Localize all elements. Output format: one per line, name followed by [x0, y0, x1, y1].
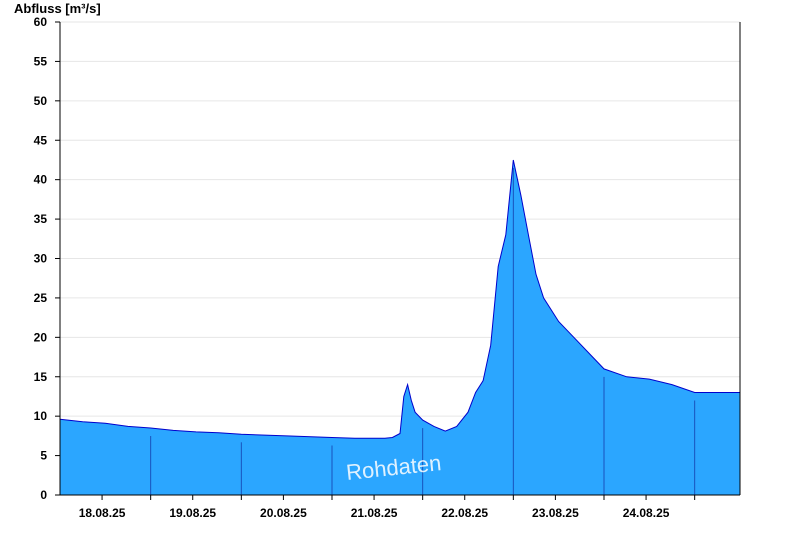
y-ticks: 0 5 10 15 20 25 30 35 40 45 50 55 60: [34, 15, 60, 502]
x-tick-label: 21.08.25: [351, 506, 398, 520]
day-lines: [150, 168, 696, 495]
y-tick-label: 30: [34, 252, 48, 266]
discharge-area: [60, 160, 740, 495]
y-tick-label: 55: [34, 54, 48, 68]
x-tick-label: 18.08.25: [79, 506, 126, 520]
x-tick-label: 19.08.25: [169, 506, 216, 520]
y-tick-label: 45: [34, 133, 48, 147]
grid: [60, 21, 740, 457]
x-tick-label: 22.08.25: [441, 506, 488, 520]
y-tick-label: 35: [34, 212, 48, 226]
y-tick-label: 50: [34, 94, 48, 108]
y-tick-label: 5: [40, 449, 47, 463]
x-ticks: 18.08.25 19.08.25 20.08.25 21.08.25 22.08.25…: [79, 495, 696, 520]
y-tick-label: 20: [34, 330, 48, 344]
y-tick-label: 40: [34, 173, 48, 187]
y-tick-label: 0: [40, 488, 47, 502]
x-tick-label: 24.08.25: [623, 506, 670, 520]
y-tick-label: 60: [34, 15, 48, 29]
y-axis-label: Abfluss [m³/s]: [14, 1, 101, 16]
y-tick-label: 10: [34, 409, 48, 423]
x-tick-label: 20.08.25: [260, 506, 307, 520]
x-tick-label: 23.08.25: [532, 506, 579, 520]
y-tick-label: 25: [34, 291, 48, 305]
discharge-line: [59, 159, 740, 439]
y-tick-label: 15: [34, 370, 48, 384]
